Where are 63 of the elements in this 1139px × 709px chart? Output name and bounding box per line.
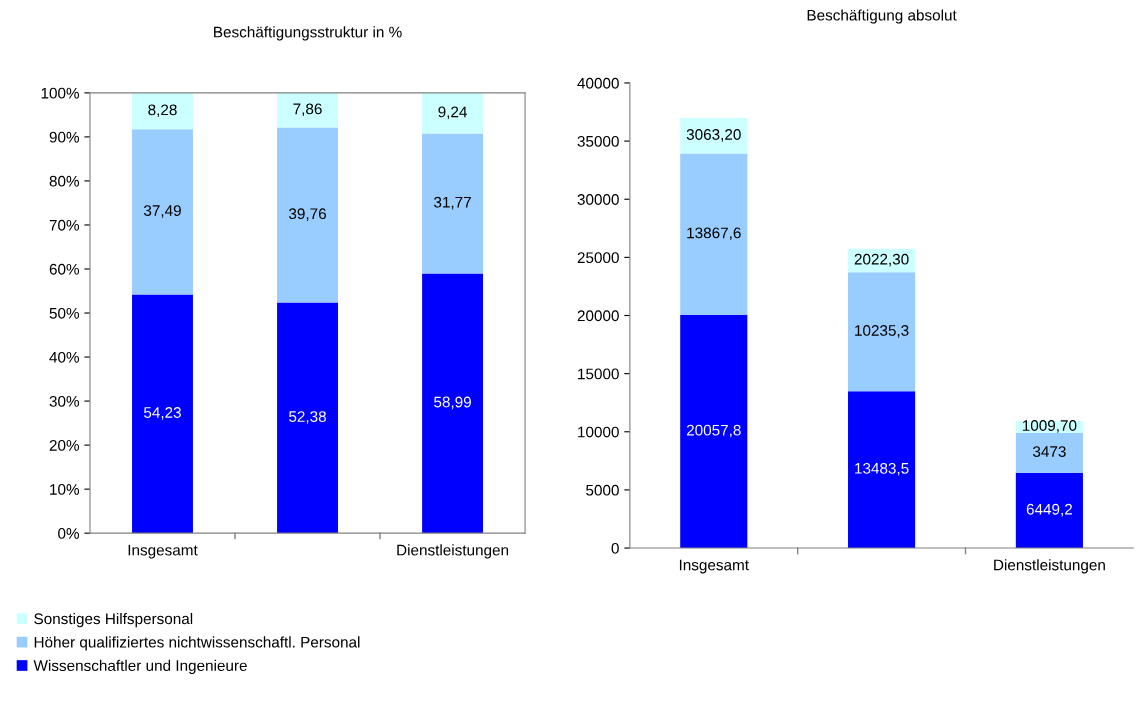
y-tick-label: 80%: [49, 175, 80, 187]
legend-label: Höher qualifiziertes nichtwissenschaftl. Personal: [34, 636, 360, 651]
chart-title: Beschäftigungsstruktur in %: [214, 26, 402, 41]
y-tick-label: 0%: [58, 528, 80, 539]
x-tick-label: Dienstleistungen: [994, 559, 1105, 574]
y-tick-label: 90%: [49, 131, 80, 143]
legend-label: Sonstiges Hilfspersonal: [34, 612, 193, 628]
bar: [1015, 432, 1083, 474]
data-label: 13483,5: [855, 462, 909, 476]
bar: [132, 129, 193, 295]
y-tick-label: 0: [611, 542, 619, 554]
y-tick-label: 60%: [49, 263, 80, 275]
legend-label: Wissenschaftler und Ingenieure: [33, 659, 247, 675]
bar: [422, 92, 484, 134]
data-label: 31,77: [434, 196, 471, 210]
x-tick-label: Insgesamt: [128, 544, 198, 559]
y-tick-label: 20000: [577, 310, 619, 322]
bar: [848, 272, 916, 392]
data-label: 39,76: [289, 208, 326, 221]
data-label: 52,38: [289, 411, 326, 424]
data-label: 7,86: [293, 103, 322, 117]
y-tick-label: 10%: [50, 484, 80, 495]
y-tick-label: 40%: [49, 351, 80, 363]
y-tick-label: 100%: [41, 87, 80, 99]
y-tick-label: 30000: [577, 194, 619, 205]
y-tick-label: 40000: [577, 77, 619, 89]
bar: [422, 273, 484, 534]
bar: [680, 153, 748, 315]
data-label: 54,23: [143, 407, 181, 420]
y-tick-label: 35000: [577, 135, 619, 147]
data-label: 8,28: [148, 104, 177, 118]
data-label: 37,49: [143, 205, 181, 218]
data-label: 58,99: [434, 396, 471, 410]
chart-title: Beschäftigung absolut: [807, 9, 957, 24]
data-label: 1009,70: [1022, 420, 1077, 433]
data-label: 10235,3: [855, 325, 909, 338]
data-label: 2022,30: [854, 253, 909, 267]
bar: [680, 117, 748, 154]
data-label: 13867,6: [687, 227, 741, 241]
y-tick-label: 25000: [577, 252, 619, 264]
data-label: 3063,20: [686, 129, 741, 142]
data-label: 20057,8: [686, 424, 741, 438]
bar: [680, 314, 748, 549]
x-tick-label: Dienstleistungen: [397, 544, 509, 559]
bar: [277, 302, 338, 534]
y-tick-label: 5000: [586, 484, 619, 496]
bar: [132, 294, 193, 534]
x-tick-label: Insgesamt: [679, 559, 749, 574]
bar: [1015, 473, 1083, 549]
data-label: 9,24: [438, 106, 467, 120]
y-tick-label: 50%: [49, 307, 80, 319]
y-tick-label: 30%: [49, 395, 80, 407]
bar: [132, 92, 193, 130]
bar: [277, 127, 338, 303]
y-tick-label: 10000: [578, 426, 619, 438]
y-tick-label: 70%: [49, 219, 80, 231]
bar: [277, 92, 338, 128]
y-tick-label: 20%: [49, 439, 80, 451]
data-label: 6449,2: [1026, 503, 1072, 517]
bar: [422, 133, 484, 274]
y-tick-label: 15000: [578, 368, 619, 380]
bar: [848, 391, 916, 549]
data-label: 3473: [1032, 446, 1066, 457]
